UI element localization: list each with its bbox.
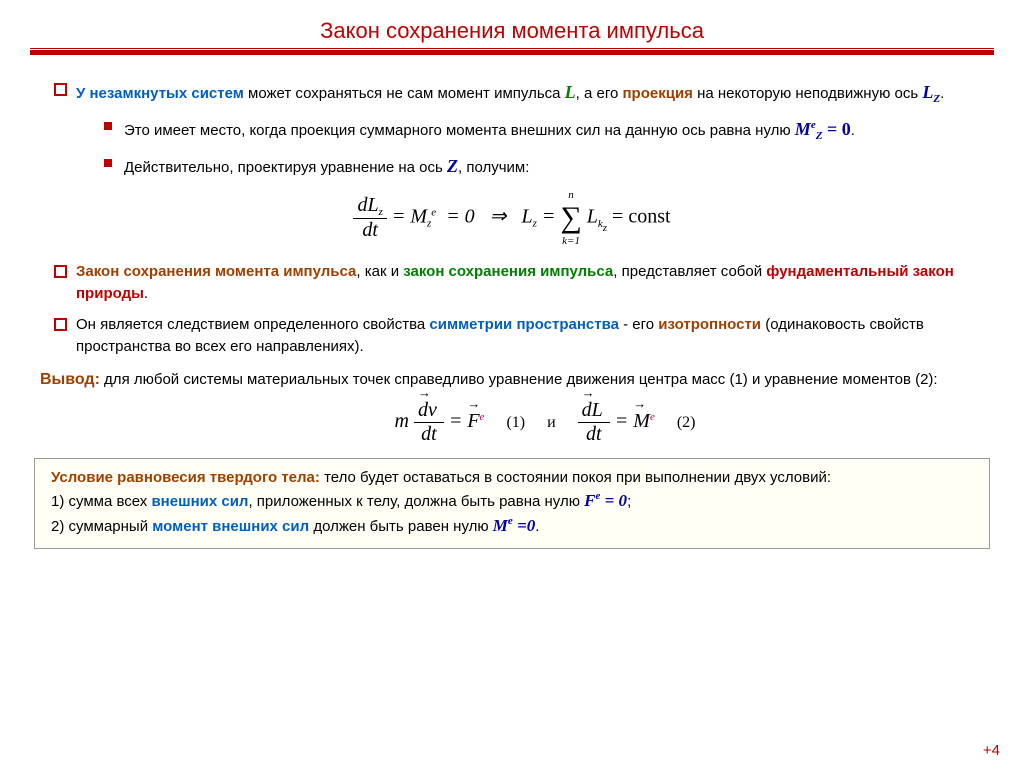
bullet-1: У незамкнутых систем может сохраняться н…	[54, 79, 994, 179]
bullet-3: Он является следствием определенного сво…	[54, 314, 994, 358]
txt: Это имеет место, когда проекция суммарно…	[124, 122, 795, 139]
conclusion-label: Вывод:	[40, 371, 100, 388]
sym-Lz: LZ	[922, 82, 940, 102]
title-rule	[30, 48, 994, 55]
slide-title: Закон сохранения момента импульса	[30, 18, 994, 44]
txt: .	[851, 122, 855, 139]
bullet-list-2: Закон сохранения момента импульса, как и…	[30, 261, 994, 358]
page-number: +4	[983, 742, 1000, 759]
txt: проекция	[623, 85, 693, 102]
sym-Z: Z	[447, 156, 458, 176]
conclusion: Вывод: для любой системы материальных то…	[40, 368, 984, 391]
txt: , представляет собой	[613, 263, 766, 280]
txt: может сохраняться не сам момент импульса	[244, 85, 565, 102]
txt: У незамкнутых систем	[76, 85, 244, 102]
equilibrium-box: Условие равновесия твердого тела: тело б…	[34, 458, 990, 549]
txt: .	[940, 85, 944, 102]
txt: , получим:	[458, 159, 529, 176]
inner-1: Это имеет место, когда проекция суммарно…	[104, 116, 994, 145]
conclusion-text: для любой системы материальных точек спр…	[100, 371, 938, 388]
txt: , а его	[576, 85, 623, 102]
equation-2: m dvdt = Fe (1) и dLdt = Me (2)	[30, 399, 994, 446]
txt: Он является следствием определенного сво…	[76, 316, 429, 333]
inner-list: Это имеет место, когда проекция суммарно…	[76, 116, 994, 179]
txt: симметрии пространства	[429, 316, 619, 333]
bullet-2: Закон сохранения момента импульса, как и…	[54, 261, 994, 305]
txt: изотропности	[658, 316, 761, 333]
box-header: Условие равновесия твердого тела: тело б…	[51, 467, 973, 489]
txt: Действительно, проектируя уравнение на о…	[124, 159, 447, 176]
txt: .	[144, 285, 148, 302]
inner-2: Действительно, проектируя уравнение на о…	[104, 153, 994, 179]
txt: Закон сохранения момента импульса	[76, 263, 356, 280]
txt: , как и	[356, 263, 403, 280]
txt: - его	[619, 316, 658, 333]
bullet-list-1: У незамкнутых систем может сохраняться н…	[30, 79, 994, 179]
sym-L: L	[565, 82, 576, 102]
sym-Mez: MeZ = 0	[795, 119, 851, 139]
box-line-2: 2) суммарный момент внешних сил должен б…	[51, 514, 973, 539]
txt: на некоторую неподвижную ось	[693, 85, 922, 102]
txt: закон сохранения импульса	[403, 263, 613, 280]
box-line-1: 1) сумма всех внешних сил, приложенных к…	[51, 489, 973, 514]
equation-1: dLzdt = Mze = 0 ⇒ Lz = n ∑ k=1 Lkz = con…	[30, 189, 994, 247]
